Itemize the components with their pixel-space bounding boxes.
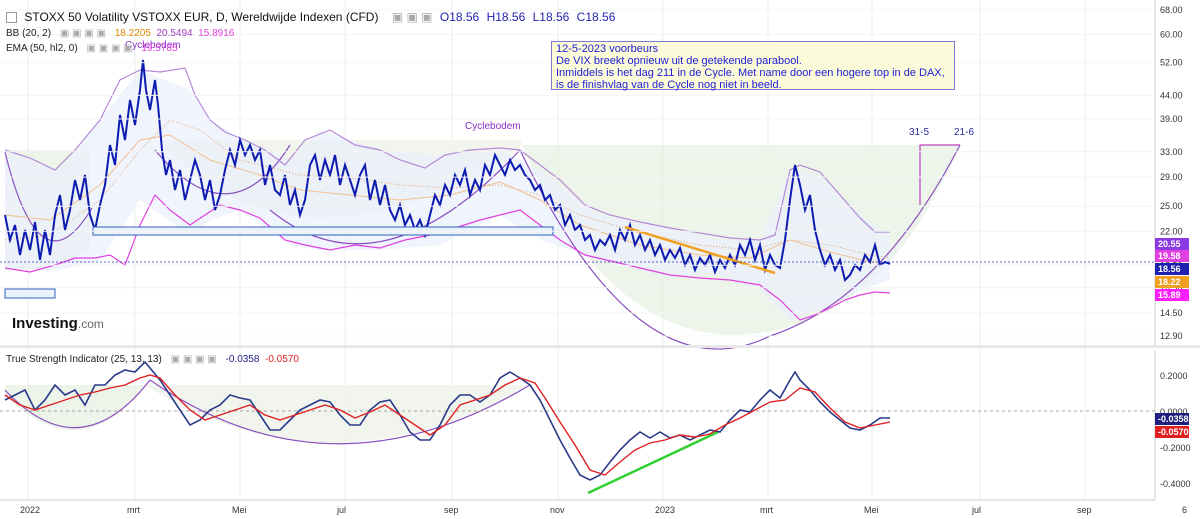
tsi-signal-line xyxy=(4,374,891,476)
price-tag-bb-basis: 18.22 xyxy=(1155,276,1189,288)
panel-divider[interactable] xyxy=(0,345,1200,348)
note-line-3: Inmiddels is het dag 211 in de Cycle. Me… xyxy=(556,67,945,79)
cyclebodem-label-1: Cyclebodem xyxy=(125,40,181,51)
price-tick-label: 29.00 xyxy=(1160,172,1183,182)
x-axis[interactable]: 2022 mrt Mei jul sep nov 2023 mrt Mei jul sep 6 xyxy=(0,499,1187,515)
price-tag-bb-upper: 20.55 xyxy=(1155,238,1189,250)
ema-label: EMA (50, hl2, 0) xyxy=(6,43,78,54)
tsi-shade-2 xyxy=(145,385,530,443)
price-tick-label: 12.90 xyxy=(1160,331,1183,341)
price-tick-label: 60.00 xyxy=(1160,30,1183,40)
price-tick-label: 52.00 xyxy=(1160,58,1183,68)
tsi-tick-label: 0.0000 xyxy=(1160,407,1188,417)
tsi-value-2: -0.0570 xyxy=(265,354,299,365)
x-tick-label: 6 xyxy=(1182,505,1187,515)
cycle-arc-4 xyxy=(519,144,961,350)
ema-value: 19.5785 xyxy=(141,43,178,54)
chart-header: STOXX 50 Volatility VSTOXX EUR, D, Werel… xyxy=(6,10,619,24)
price-tick-label: 22.00 xyxy=(1160,226,1183,236)
ohlc-open: O18.56 xyxy=(439,10,480,24)
price-tick-label: 25.00 xyxy=(1160,201,1183,211)
cyclebodem-label-2: Cyclebodem xyxy=(465,121,521,132)
tsi-label: True Strength Indicator (25, 13, 13) xyxy=(6,354,162,365)
bb-label: BB (20, 2) xyxy=(6,28,52,39)
logo-suffix: .com xyxy=(77,317,104,331)
price-tick-label: 44.00 xyxy=(1160,90,1183,100)
date-label-1: 31-5 xyxy=(909,127,929,138)
date-label-2: 21-6 xyxy=(954,127,974,138)
tsi-tick-label: -0.4000 xyxy=(1160,479,1191,489)
price-line xyxy=(4,59,891,282)
settings-icons[interactable]: ▣ ▣ ▣ xyxy=(391,10,433,24)
price-tick-label: 14.50 xyxy=(1160,308,1183,318)
tsi-tick-label: 0.2000 xyxy=(1160,371,1188,381)
price-tick-label: 68.00 xyxy=(1160,5,1183,15)
tsi-arc-1 xyxy=(4,379,151,429)
tsi-tag-1: -0.0358 xyxy=(1155,413,1189,425)
bb-value-3: 15.8916 xyxy=(198,28,235,39)
x-tick-label: sep xyxy=(1077,505,1092,515)
annotation-note[interactable]: 12-5-2023 voorbeurs De VIX breekt opnieu… xyxy=(551,41,955,91)
x-tick-label: mrt xyxy=(127,505,140,515)
bb-value-2: 20.5494 xyxy=(156,28,193,39)
price-tag-bb-lower: 15.89 xyxy=(1155,289,1189,301)
cycle-shading xyxy=(5,70,960,335)
tsi-tick-label: -0.2000 xyxy=(1160,443,1191,453)
x-tick-label: 2023 xyxy=(655,505,675,515)
green-trendline xyxy=(587,430,719,495)
support-box-2 xyxy=(4,288,56,299)
ema-controls-icon[interactable]: ▣ ▣ ▣ ▣ xyxy=(86,43,133,54)
bb-legend[interactable]: BB (20, 2) ▣ ▣ ▣ ▣ 18.2205 20.5494 15.89… xyxy=(6,28,234,39)
price-tick-label: 33.00 xyxy=(1160,147,1183,157)
note-line-4: is de finishvlag van de Cycle nog niet i… xyxy=(556,79,782,91)
tsi-controls-icon[interactable]: ▣ ▣ ▣ ▣ xyxy=(170,354,217,365)
ema-legend[interactable]: EMA (50, hl2, 0) ▣ ▣ ▣ ▣ 19.5785 xyxy=(6,43,178,54)
tsi-tag-2: -0.0570 xyxy=(1155,426,1189,438)
x-tick-label: sep xyxy=(444,505,459,515)
ohlc-close: C18.56 xyxy=(576,10,616,24)
price-y-axis[interactable]: 68.00 60.00 52.00 44.00 39.00 33.00 29.00 25.00… xyxy=(0,0,1183,345)
ohlc-low: L18.56 xyxy=(532,10,570,24)
bb-value-1: 18.2205 xyxy=(114,28,151,39)
chart-title: STOXX 50 Volatility VSTOXX EUR, D, Werel… xyxy=(24,10,379,24)
price-tag-last: 18.56 xyxy=(1155,263,1189,275)
note-line-2: De VIX breekt opnieuw uit de getekende p… xyxy=(556,55,802,67)
x-tick-label: 2022 xyxy=(20,505,40,515)
collapse-icon[interactable] xyxy=(6,12,17,24)
cycle-arc-2 xyxy=(154,144,291,195)
x-tick-label: mrt xyxy=(760,505,773,515)
x-tick-label: jul xyxy=(336,505,346,515)
x-tick-label: nov xyxy=(550,505,565,515)
x-tick-label: Mei xyxy=(864,505,879,515)
bb-controls-icon[interactable]: ▣ ▣ ▣ ▣ xyxy=(59,28,106,39)
tsi-arc-2 xyxy=(149,379,531,445)
x-tick-label: jul xyxy=(971,505,981,515)
tsi-legend[interactable]: True Strength Indicator (25, 13, 13) ▣ ▣… xyxy=(6,354,299,365)
bb-upper xyxy=(4,67,890,241)
note-line-1: 12-5-2023 voorbeurs xyxy=(556,43,659,55)
price-tag-ema: 19.58 xyxy=(1155,250,1189,262)
logo-name: Investing xyxy=(12,315,78,332)
tsi-value-1: -0.0358 xyxy=(225,354,260,365)
investing-logo[interactable]: Investing.com xyxy=(12,315,104,332)
price-tick-label: 39.00 xyxy=(1160,114,1183,124)
tsi-panel[interactable]: 0.2000 0.0000 -0.2000 -0.4000 xyxy=(0,350,1191,500)
ohlc-high: H18.56 xyxy=(486,10,526,24)
x-tick-label: Mei xyxy=(232,505,247,515)
finish-flag xyxy=(919,144,960,205)
